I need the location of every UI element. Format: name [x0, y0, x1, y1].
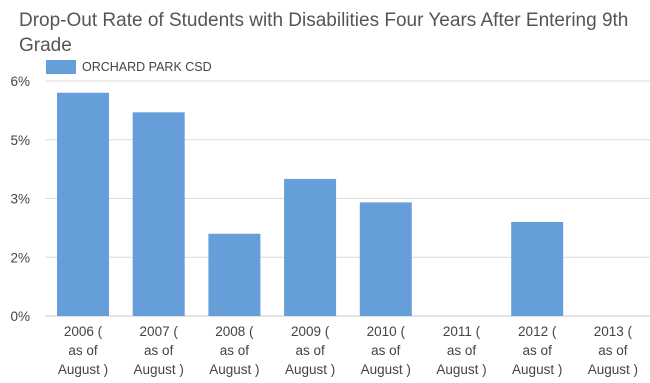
bar [511, 222, 564, 316]
y-tick-label: 0% [10, 309, 30, 324]
x-tick-label: 2013 (as of August ) [588, 324, 638, 377]
y-axis-ticks: 0% 2% 3% 5% 6% [10, 74, 30, 324]
legend: ORCHARD PARK CSD [46, 59, 212, 75]
x-tick-label: 2011 (as of August ) [436, 324, 486, 377]
x-tick-label: 2007 (as of August ) [134, 324, 184, 377]
bar [208, 233, 261, 316]
bar [284, 178, 337, 316]
bar [132, 112, 185, 316]
y-tick-label: 5% [10, 133, 30, 148]
x-tick-label: 2009 (as of August ) [285, 324, 335, 377]
x-tick-label: 2010 (as of August ) [361, 324, 411, 377]
bar [359, 202, 412, 316]
x-tick-label: 2008 (as of August ) [209, 324, 259, 377]
chart-title: Drop-Out Rate of Students with Disabilit… [19, 10, 629, 56]
x-axis-labels: 2006 (as of August ) 2007 (as of August ) 20… [58, 324, 638, 377]
bar [57, 92, 109, 316]
x-tick-label: 2006 (as of August ) [58, 324, 108, 377]
y-tick-label: 6% [10, 74, 30, 89]
x-tick-label: 2012 (as of August ) [512, 324, 562, 377]
y-tick-label: 2% [10, 250, 30, 265]
legend-swatch [46, 60, 76, 74]
bars [57, 92, 564, 316]
legend-label: ORCHARD PARK CSD [82, 60, 212, 74]
y-tick-label: 3% [10, 192, 30, 207]
